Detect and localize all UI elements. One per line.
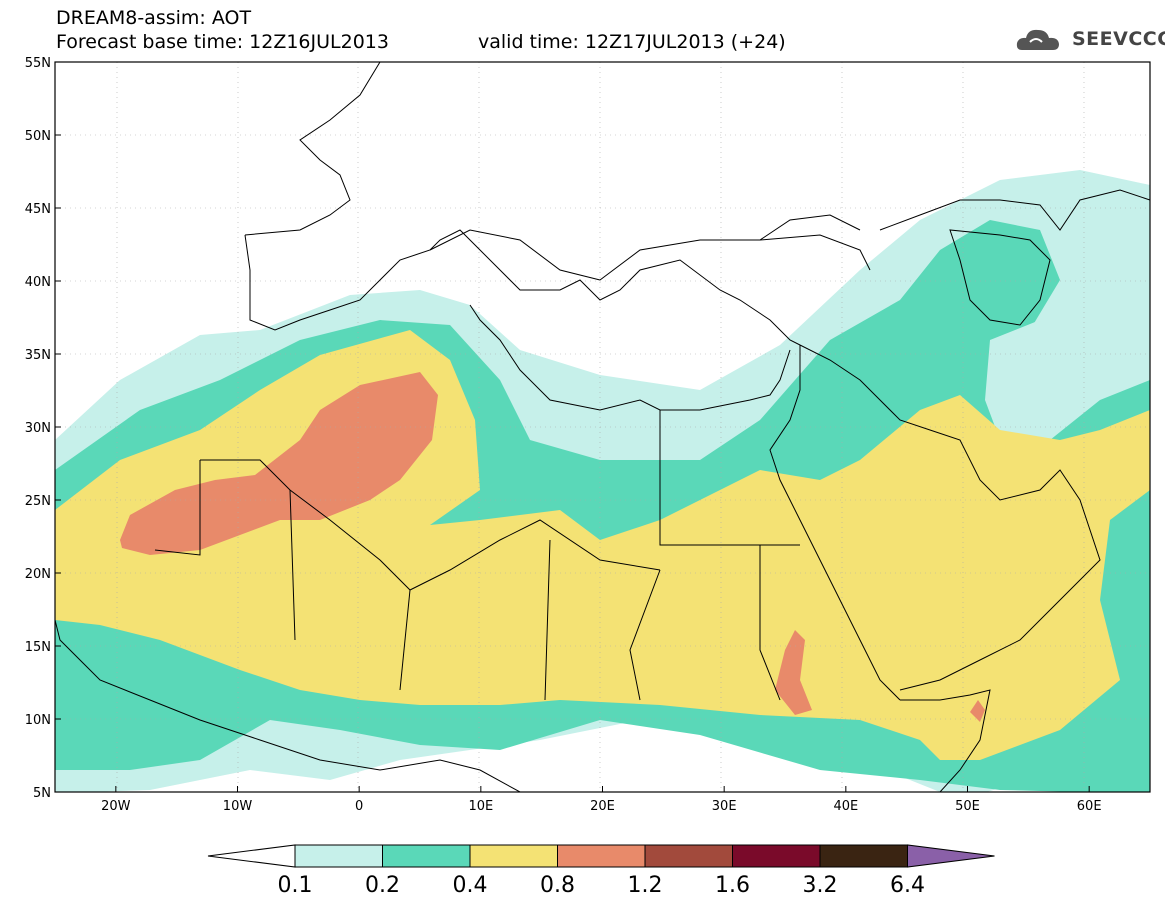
colorbar-label: 1.2 (628, 873, 663, 898)
map-title: DREAM8-assim: AOT (56, 7, 252, 29)
colorbar-swatch (557, 844, 646, 868)
lon-label: 50E (955, 799, 980, 814)
coastlines (55, 62, 1150, 792)
lon-label: 20W (101, 799, 131, 814)
lat-label: 30N (25, 421, 51, 436)
colorbar-label: 6.4 (890, 873, 925, 898)
lat-label: 5N (33, 786, 51, 801)
lat-ticks (55, 61, 61, 793)
colorbar-low-arrow (207, 844, 296, 868)
lon-label: 10W (223, 799, 253, 814)
lat-label: 45N (25, 202, 51, 217)
contour-0.8-east (775, 630, 812, 715)
lat-label: 20N (25, 567, 51, 582)
colorbar-swatch (294, 844, 383, 868)
colorbar-label: 0.1 (278, 873, 313, 898)
colorbar-swatch (469, 844, 558, 868)
colorbar-labels: 0.1 0.2 0.4 0.8 1.2 1.6 3.2 6.4 (278, 873, 926, 898)
lat-label: 35N (25, 348, 51, 363)
colorbar-label: 3.2 (803, 873, 838, 898)
graticule (55, 62, 1150, 792)
lon-labels: 20W 10W 0 10E 20E 30E 40E 50E 60E (101, 799, 1101, 814)
colorbar-label: 0.4 (453, 873, 488, 898)
colorbar-swatch (732, 844, 821, 868)
colorbar-label: 0.8 (540, 873, 575, 898)
colorbar-label: 0.2 (365, 873, 400, 898)
colorbar (207, 844, 995, 868)
lon-label: 10E (468, 799, 493, 814)
lat-labels: 55N 50N 45N 40N 35N 30N 25N 20N 15N 10N 5N (25, 56, 51, 801)
lat-label: 15N (25, 640, 51, 655)
lat-label: 50N (25, 129, 51, 144)
contour-0.8-horn (970, 700, 985, 722)
contour-0.1-inner (985, 320, 1060, 440)
colorbar-high-arrow (907, 844, 995, 868)
lon-label: 60E (1077, 799, 1102, 814)
cloud-logo-icon (1016, 29, 1059, 50)
colorbar-swatch (644, 844, 733, 868)
lon-label: 20E (590, 799, 615, 814)
valid-time: valid time: 12Z17JUL2013 (+24) (478, 31, 786, 53)
colorbar-swatch (382, 844, 471, 868)
lat-label: 10N (25, 713, 51, 728)
colorbar-swatch (819, 844, 908, 868)
contour-fields (55, 62, 1150, 792)
lon-ticks (115, 786, 1090, 792)
lat-label: 55N (25, 56, 51, 71)
forecast-base-time: Forecast base time: 12Z16JUL2013 (56, 31, 389, 53)
lat-label: 25N (25, 494, 51, 509)
lon-label: 0 (355, 799, 363, 814)
lon-label: 40E (833, 799, 858, 814)
logo-text: SEEVCCC (1072, 28, 1165, 50)
lon-label: 30E (712, 799, 737, 814)
colorbar-label: 1.6 (715, 873, 750, 898)
lat-label: 40N (25, 275, 51, 290)
